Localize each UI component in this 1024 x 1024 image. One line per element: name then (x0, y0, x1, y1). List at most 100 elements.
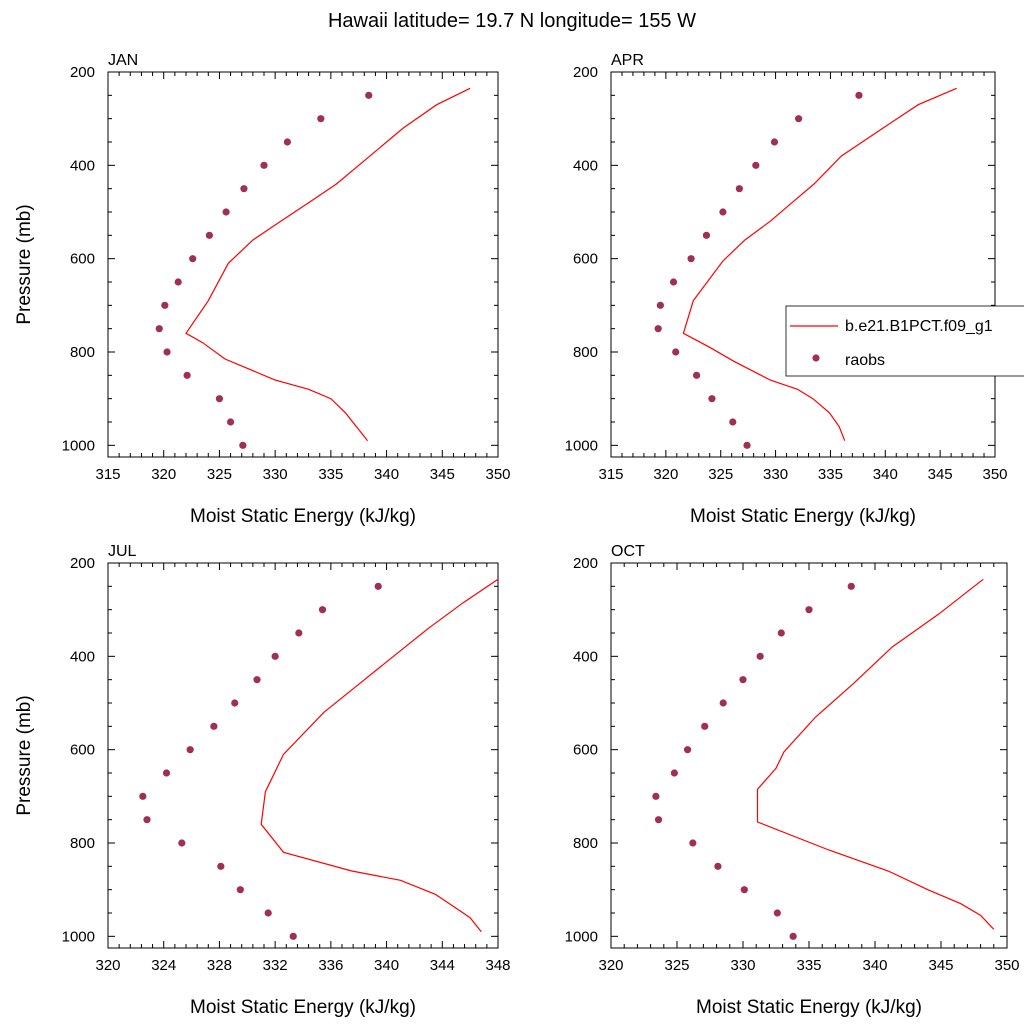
y-tick-label: 800 (573, 344, 598, 361)
raobs-data-point (770, 138, 779, 146)
raobs-data-point (855, 91, 863, 99)
x-tick-label: 330 (730, 957, 755, 974)
raobs-data-point (240, 185, 248, 193)
x-tick-label: 345 (430, 466, 455, 483)
x-tick-label: 348 (485, 957, 510, 974)
y-tick-label: 600 (573, 251, 598, 268)
x-tick-label: 350 (485, 466, 510, 483)
panel-apr: 315 320 325 330 335 340 345 350 200 400 600 800 1000… (565, 52, 1008, 527)
raobs-data-point (205, 231, 213, 239)
raobs-data-point (743, 441, 751, 449)
x-tick-label: 345 (928, 957, 953, 974)
raobs-data-point (789, 932, 797, 940)
y-tick-label: 400 (573, 157, 598, 174)
y-tick-label: 1000 (565, 928, 598, 945)
raobs-data-point (163, 348, 171, 356)
raobs-data-point (189, 255, 197, 263)
x-tick-label: 332 (263, 957, 288, 974)
x-tick-label: 320 (653, 466, 678, 483)
plot-frame (107, 562, 499, 949)
x-tick-label: 350 (982, 466, 1007, 483)
panel-jan: 315 320 325 330 335 340 345 350 200 400 600 800 1000… (14, 52, 511, 527)
x-tick-label: 340 (374, 466, 399, 483)
raobs-data-point (670, 769, 678, 777)
raobs-data-point (708, 395, 716, 403)
y-tick-label: 1000 (62, 928, 95, 945)
raobs-data-point (719, 208, 727, 216)
y-tick-label: 800 (70, 835, 95, 852)
raobs-data-point (672, 348, 680, 356)
raobs-data-point (719, 699, 727, 707)
raobs-data-point (687, 255, 695, 263)
raobs-data-point (729, 418, 737, 426)
x-tick-label: 330 (763, 466, 788, 483)
y-tick-label: 600 (70, 742, 95, 759)
x-tick-label: 325 (207, 466, 232, 483)
legend-dot-swatch (812, 354, 820, 362)
x-tick-label: 325 (708, 466, 733, 483)
raobs-data-point (183, 371, 191, 379)
x-axis-title: Moist Static Energy (kJ/kg) (690, 506, 916, 527)
raobs-data-point (683, 746, 692, 754)
y-tick-label: 800 (573, 835, 598, 852)
raobs-data-point (847, 582, 855, 590)
raobs-data-point (752, 161, 760, 169)
figure-title: Hawaii latitude= 19.7 N longitude= 155 W (328, 10, 696, 32)
model-series-line (682, 87, 957, 441)
panel-title: JAN (108, 52, 138, 69)
x-tick-label: 330 (263, 466, 288, 483)
x-tick-label: 344 (430, 957, 455, 974)
model-series-line (185, 87, 471, 442)
raobs-data-point (756, 652, 764, 660)
model-series-line (260, 578, 499, 933)
panel-title: JUL (108, 543, 137, 560)
y-tick-label: 200 (70, 555, 95, 572)
raobs-data-point (174, 278, 182, 286)
raobs-data-point (283, 138, 291, 146)
plot-frame (107, 71, 499, 458)
x-axis-title: Moist Static Energy (kJ/kg) (190, 506, 416, 527)
raobs-data-point (739, 676, 747, 684)
raobs-data-point (186, 746, 194, 754)
raobs-data-point (260, 161, 268, 169)
x-tick-label: 320 (95, 957, 120, 974)
x-tick-label: 328 (207, 957, 232, 974)
raobs-data-point (735, 185, 743, 193)
raobs-data-point (162, 769, 171, 777)
x-tick-label: 350 (994, 957, 1019, 974)
raobs-data-point (777, 629, 785, 637)
raobs-data-point (365, 91, 373, 99)
y-tick-label: 1000 (62, 437, 95, 454)
x-tick-label: 335 (318, 466, 343, 483)
y-tick-label: 200 (573, 555, 598, 572)
raobs-data-point (317, 115, 325, 123)
x-tick-label: 315 (598, 466, 623, 483)
y-tick-label: 1000 (565, 437, 598, 454)
x-tick-label: 340 (862, 957, 887, 974)
plot-frame (610, 71, 996, 458)
y-tick-label: 600 (573, 742, 598, 759)
x-tick-label: 320 (598, 957, 623, 974)
model-series-line (756, 578, 995, 930)
raobs-data-point (701, 722, 709, 730)
raobs-data-point (289, 932, 297, 940)
raobs-data-point (231, 699, 239, 707)
raobs-data-point (155, 325, 163, 333)
raobs-data-point (702, 231, 711, 239)
x-tick-label: 340 (873, 466, 898, 483)
panel-oct: 320 325 330 335 340 345 350 200 400 600 800 1000 OCT… (565, 543, 1020, 1018)
raobs-data-point (226, 418, 235, 426)
raobs-data-point (222, 208, 230, 216)
raobs-data-point (773, 909, 781, 917)
y-tick-label: 400 (573, 648, 598, 665)
raobs-data-point (143, 816, 151, 824)
x-tick-label: 324 (151, 957, 176, 974)
raobs-data-point (374, 582, 382, 590)
x-tick-label: 335 (818, 466, 843, 483)
raobs-data-point (139, 792, 147, 800)
x-tick-label: 340 (374, 957, 399, 974)
x-tick-label: 335 (796, 957, 821, 974)
raobs-data-point (236, 886, 244, 894)
legend-label-obs: raobs (845, 352, 885, 369)
